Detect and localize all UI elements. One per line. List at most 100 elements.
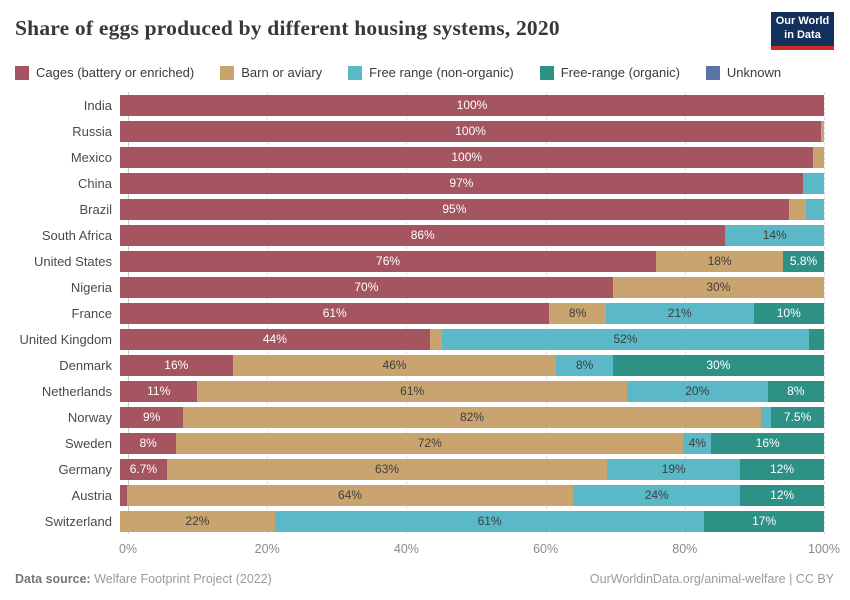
segment-value-label: 8% (139, 436, 157, 450)
bar-segment-cages[interactable]: 100% (120, 146, 814, 168)
country-label: Netherlands (41, 383, 112, 399)
bar-segment-cages[interactable]: 6.7% (120, 458, 167, 480)
bar-segment-free_range[interactable]: 61% (274, 510, 705, 532)
legend-item-organic[interactable]: Free-range (organic) (539, 65, 680, 80)
bar-segment-cages[interactable]: 8% (120, 432, 177, 454)
bar-track: 100% (120, 146, 824, 168)
bar-segment-organic[interactable]: 8% (767, 380, 824, 402)
bar-segment-organic[interactable]: 12% (740, 484, 824, 506)
country-label: Mexico (70, 149, 112, 165)
bar-segment-barn[interactable]: 72% (176, 432, 684, 454)
bar-segment-free_range[interactable]: 20% (626, 380, 768, 402)
segment-value-label: 100% (455, 124, 486, 138)
bar-row-netherlands: Netherlands 11% 61% 20% 8% (15, 378, 824, 404)
bar-segment-free_range[interactable]: 52% (442, 328, 809, 350)
data-source-value: Welfare Footprint Project (2022) (90, 572, 272, 586)
data-source: Data source: Welfare Footprint Project (… (15, 572, 272, 586)
bar-segment-barn[interactable] (821, 120, 824, 142)
bar-segment-cages[interactable]: 44% (120, 328, 430, 350)
bar-segment-organic[interactable]: 17% (704, 510, 824, 532)
bar-segment-barn[interactable]: 64% (126, 484, 574, 506)
segment-value-label: 61% (477, 514, 502, 528)
x-tick-100: 100% (808, 542, 840, 556)
segment-value-label: 63% (375, 462, 400, 476)
segment-value-label: 11% (147, 384, 171, 398)
segment-value-label: 24% (644, 488, 669, 502)
bar-segment-cages[interactable]: 11% (120, 380, 198, 402)
legend-item-unknown[interactable]: Unknown (705, 65, 782, 80)
legend-item-cages[interactable]: Cages (battery or enriched) (15, 65, 194, 80)
bar-segment-cages[interactable]: 76% (120, 250, 657, 272)
bar-segment-free_range[interactable]: 14% (725, 224, 824, 246)
bar-segment-cages[interactable]: 100% (120, 94, 824, 116)
segment-value-label: 100% (456, 98, 488, 112)
bar-segment-cages[interactable]: 86% (120, 224, 726, 246)
country-label: France (71, 305, 112, 321)
bar-segment-organic[interactable]: 30% (612, 354, 824, 376)
bar-row-russia: Russia 100% (15, 118, 824, 144)
bar-segment-barn[interactable] (429, 328, 443, 350)
owid-cc-link[interactable]: OurWorldinData.org/animal-welfare | CC B… (589, 572, 834, 586)
bar-segment-organic[interactable] (808, 328, 824, 350)
bar-segment-barn[interactable]: 30% (612, 276, 824, 298)
country-label: Norway (67, 409, 112, 425)
bar-segment-barn[interactable]: 82% (183, 406, 761, 428)
country-label: Germany (58, 461, 112, 477)
bar-segment-cages[interactable]: 16% (120, 354, 233, 376)
bar-segment-barn[interactable]: 46% (232, 354, 557, 376)
x-tick-40: 40% (393, 542, 419, 556)
legend-swatch-free_range (348, 65, 363, 80)
bar-segment-barn[interactable]: 8% (549, 302, 606, 324)
bar-segment-barn[interactable]: 18% (656, 250, 784, 272)
owid-logo-line2: in Data (784, 29, 821, 41)
segment-value-label: 30% (706, 358, 731, 372)
country-label: Sweden (65, 435, 112, 451)
legend-swatch-unknown (705, 65, 720, 80)
bar-row-norway: Norway 9% 82% 7.5% (15, 404, 824, 430)
bar-segment-barn[interactable]: 22% (120, 510, 275, 532)
bar-segment-barn[interactable] (813, 146, 824, 168)
bar-segment-cages[interactable]: 9% (120, 406, 184, 428)
country-label: Denmark (59, 357, 112, 373)
segment-value-label: 20% (685, 384, 710, 398)
bar-track: 22% 61% 17% (120, 510, 824, 532)
bar-segment-free_range[interactable] (760, 406, 772, 428)
bar-segment-organic[interactable]: 12% (740, 458, 824, 480)
bar-segment-cages[interactable]: 100% (120, 120, 822, 142)
segment-value-label: 5.8% (789, 254, 818, 268)
bar-segment-free_range[interactable]: 21% (605, 302, 754, 324)
bar-segment-organic[interactable]: 5.8% (783, 250, 824, 272)
bar-row-brazil: Brazil 95% (15, 196, 824, 222)
bar-row-united-kingdom: United Kingdom 44% 52% (15, 326, 824, 352)
segment-value-label: 19% (661, 462, 686, 476)
segment-value-label: 70% (354, 280, 379, 294)
bar-segment-barn[interactable] (788, 198, 807, 220)
legend-swatch-organic (539, 65, 554, 80)
bar-track: 95% (120, 198, 824, 220)
bar-segment-barn[interactable]: 63% (166, 458, 608, 480)
bar-segment-free_range[interactable] (802, 172, 824, 194)
data-source-label: Data source: (15, 572, 91, 586)
bar-segment-organic[interactable]: 10% (753, 302, 824, 324)
legend-label: Unknown (726, 65, 782, 80)
footer: Data source: Welfare Footprint Project (… (15, 572, 834, 586)
legend-item-barn[interactable]: Barn or aviary (220, 65, 322, 80)
bar-segment-cages[interactable]: 95% (120, 198, 789, 220)
bar-segment-cages[interactable] (120, 484, 127, 506)
bar-segment-free_range[interactable] (806, 198, 824, 220)
bar-segment-organic[interactable]: 16% (711, 432, 824, 454)
bar-track: 97% (120, 172, 824, 194)
bar-segment-cages[interactable]: 70% (120, 276, 613, 298)
bar-row-united-states: United States 76% 18% 5.8% (15, 248, 824, 274)
bar-segment-free_range[interactable]: 8% (556, 354, 613, 376)
bar-segment-free_range[interactable]: 24% (573, 484, 741, 506)
bar-segment-organic[interactable]: 7.5% (771, 406, 824, 428)
bar-segment-free_range[interactable]: 4% (683, 432, 712, 454)
segment-value-label: 8% (787, 384, 805, 398)
bar-segment-free_range[interactable]: 19% (607, 458, 741, 480)
bar-segment-barn[interactable]: 61% (197, 380, 627, 402)
country-label: Austria (71, 487, 112, 503)
legend-item-free_range[interactable]: Free range (non-organic) (348, 65, 514, 80)
bar-segment-cages[interactable]: 61% (120, 302, 550, 324)
bar-segment-cages[interactable]: 97% (120, 172, 803, 194)
